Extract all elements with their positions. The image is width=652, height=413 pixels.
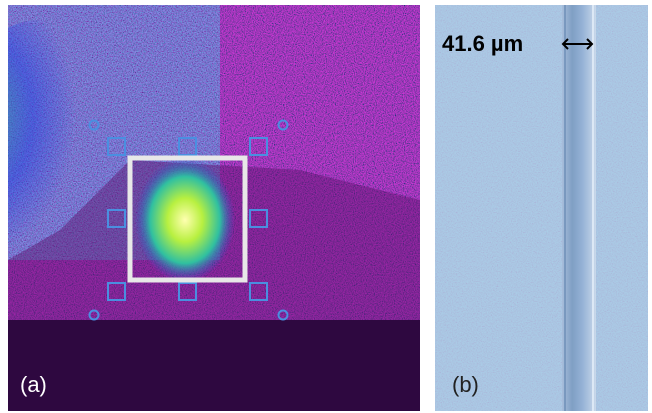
panel-label: (b) <box>452 372 479 397</box>
panel-label: (a) <box>20 372 47 397</box>
page: (a) (b) 41.6 µm (() => { const data = JS… <box>0 0 652 413</box>
panel-b-image <box>435 5 648 411</box>
panel-a-image <box>0 5 420 411</box>
figure: (a) (b) 41.6 µm <box>0 0 652 413</box>
scale-annotation: 41.6 µm <box>442 31 523 56</box>
